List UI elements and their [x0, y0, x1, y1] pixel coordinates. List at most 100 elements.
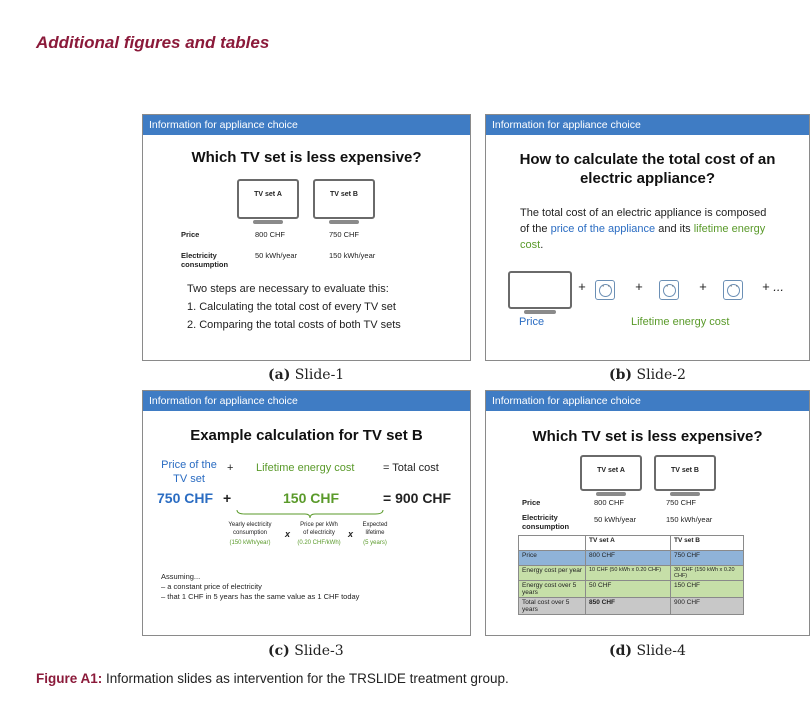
slide-2: Information for appliance choice How to … [485, 114, 810, 361]
plus-operator: + [578, 279, 586, 294]
assumption-item: – a constant price of electricity [161, 582, 262, 591]
tv-set-a-icon: TV set A [237, 179, 299, 224]
price-a: 800 CHF [594, 498, 625, 507]
table-cell: 10 CHF (50 kWh x 0.20 CHF) [585, 565, 671, 581]
caption-a: (a) Slide-1 [268, 367, 344, 383]
electricity-a: 50 kWh/year [255, 251, 298, 260]
price-label: Price [522, 498, 541, 507]
table-cell: 750 CHF [670, 550, 744, 566]
total-value: = 900 CHF [383, 490, 452, 506]
slide-header-bar: Information for appliance choice [486, 391, 809, 411]
plus-operator: + [635, 279, 643, 294]
slide-text: The total cost of an electric appliance … [520, 205, 766, 253]
slide-4: Information for appliance choice Which T… [485, 390, 810, 636]
price-of-tv-label: Price of the TV set [151, 458, 227, 486]
brace-icon [236, 509, 384, 519]
electricity-a: 50 kWh/year [594, 515, 637, 524]
caption-label: (a) [268, 367, 291, 383]
text-line: cost. [520, 237, 766, 253]
text-line: of the price of the appliance and its li… [520, 221, 766, 237]
label-line: TV set [173, 473, 205, 485]
table-row: Energy cost per year 10 CHF (50 kWh x 0.… [518, 565, 744, 581]
assumptions: Assuming... – a constant price of electr… [161, 572, 359, 602]
expected-lifetime-factor: Expected lifetime (5 years) [353, 521, 397, 547]
electricity-label-line: Electricity [522, 513, 558, 522]
caption-label: (b) [609, 367, 633, 383]
slide-header-bar: Information for appliance choice [143, 115, 470, 135]
energy-value: 150 CHF [283, 490, 340, 506]
lifetime-energy-label: Lifetime energy cost [631, 316, 730, 328]
plus-operator: + [699, 279, 707, 294]
slide-1: Information for appliance choice Which T… [142, 114, 471, 361]
plus-operator: + [223, 490, 232, 506]
tv-set-b-icon: TV set B [654, 455, 716, 496]
tv-label: TV set B [329, 191, 358, 198]
slide-title: Which TV set is less expensive? [532, 428, 763, 445]
factor-line: lifetime [365, 530, 385, 536]
table-row: Energy cost over 5 years 50 CHF 150 CHF [518, 580, 744, 598]
price-b: 750 CHF [666, 498, 697, 507]
tv-label: TV set A [254, 191, 282, 198]
table-cell: 800 CHF [585, 550, 671, 566]
lifetime-energy-label: Lifetime energy cost [256, 462, 355, 474]
table-cell [518, 535, 586, 551]
power-socket-icon [723, 280, 743, 300]
electricity-b: 150 kWh/year [329, 251, 376, 260]
factor-value: (5 years) [363, 540, 387, 546]
tv-icon [508, 271, 572, 314]
tv-label: TV set A [597, 467, 625, 474]
factor-line: of electricity [303, 530, 335, 536]
factor-value: (0.20 CHF/kWh) [297, 540, 341, 546]
multiply-operator: x [285, 529, 291, 539]
slide-title: Example calculation for TV set B [190, 427, 423, 444]
slide-3: Information for appliance choice Example… [142, 390, 471, 636]
figure-caption-label: Figure A1: [36, 671, 103, 686]
text-highlight-energy: lifetime energy [693, 223, 766, 235]
electricity-label: Electricity consumption [522, 513, 569, 531]
power-socket-icon [659, 280, 679, 300]
assumption-item: – that 1 CHF in 5 years has the same val… [161, 592, 360, 601]
price-a: 800 CHF [255, 230, 286, 239]
price-label: Price [519, 316, 545, 328]
step-1: 1. Calculating the total cost of every T… [187, 301, 396, 313]
yearly-consumption-factor: Yearly electricity consumption (150 kWh/… [219, 521, 281, 547]
slide-title: Which TV set is less expensive? [191, 149, 422, 166]
plus-operator: + [227, 462, 234, 474]
caption-text: Slide-4 [632, 643, 686, 659]
table-cell: 150 CHF [670, 580, 744, 598]
factor-line: consumption [232, 530, 268, 536]
slide-header-bar: Information for appliance choice [486, 115, 809, 135]
price-per-kwh-factor: Price per kWh of electricity (0.20 CHF/k… [291, 521, 347, 547]
table-cell: Energy cost over 5 years [518, 580, 586, 598]
comparison-table: TV set A TV set B Price 800 CHF 750 CHF … [518, 535, 744, 615]
table-cell: TV set B [670, 535, 744, 551]
text-fragment: of the [520, 223, 551, 235]
tv-set-b-icon: TV set B [313, 179, 375, 224]
caption-text: Slide-1 [290, 367, 345, 383]
caption-text: Slide-2 [632, 367, 686, 383]
caption-d: (d) Slide-4 [609, 643, 686, 659]
electricity-label-line: Electricity [181, 251, 217, 260]
table-cell: Total cost over 5 years [518, 597, 586, 615]
table-cell: 50 CHF [585, 580, 671, 598]
total-cost-label: = Total cost [383, 462, 439, 474]
table-cell: Energy cost per year [518, 565, 586, 581]
price-value: 750 CHF [157, 490, 214, 506]
tv-set-a-icon: TV set A [580, 455, 642, 496]
caption-c: (c) Slide-3 [268, 643, 344, 659]
slide-title-line-1: How to calculate the total cost of an [519, 151, 776, 168]
caption-b: (b) Slide-2 [609, 367, 686, 383]
text-fragment: . [540, 239, 544, 251]
power-socket-icon [595, 280, 615, 300]
assumptions-title: Assuming... [161, 572, 201, 581]
table-cell: Price [518, 550, 586, 566]
text-highlight-energy: cost [520, 239, 541, 251]
table-cell: 30 CHF (150 kWh x 0.20 CHF) [670, 565, 744, 581]
steps-intro: Two steps are necessary to evaluate this… [187, 283, 389, 295]
factor-line: Price per kWh [300, 522, 338, 528]
plus-ellipsis: + ... [762, 279, 785, 294]
figure-caption: Figure A1: Information slides as interve… [36, 671, 509, 686]
table-header-row: TV set A TV set B [518, 535, 744, 551]
table-row: Total cost over 5 years 850 CHF 900 CHF [518, 597, 744, 615]
table-row: Price 800 CHF 750 CHF [518, 550, 744, 566]
